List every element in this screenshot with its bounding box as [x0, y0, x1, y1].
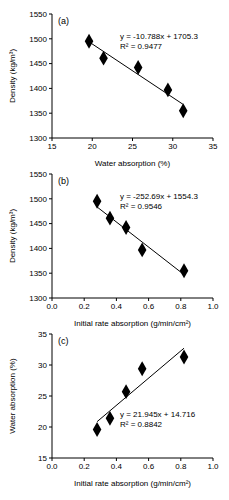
- html-text:(a): (a): [58, 16, 69, 26]
- svg-text:Density (kg/m³): Density (kg/m³): [8, 209, 17, 264]
- svg-text:25: 25: [38, 392, 47, 401]
- svg-text:0.4: 0.4: [111, 302, 123, 311]
- svg-text:20: 20: [38, 423, 47, 432]
- svg-text:Water absorption (%): Water absorption (%): [95, 159, 171, 168]
- html-text:R² = 0.9477: R² = 0.9477: [120, 42, 162, 51]
- svg-text:1350: 1350: [29, 109, 47, 118]
- svg-text:1450: 1450: [29, 219, 47, 228]
- svg-text:15: 15: [38, 454, 47, 463]
- svg-text:0.8: 0.8: [175, 462, 187, 471]
- svg-text:25: 25: [128, 142, 137, 151]
- svg-text:1450: 1450: [29, 59, 47, 68]
- svg-text:0.0: 0.0: [46, 302, 58, 311]
- svg-text:1500: 1500: [29, 35, 47, 44]
- svg-text:30: 30: [168, 142, 177, 151]
- html-text:R² = 0.8842: R² = 0.8842: [120, 420, 162, 429]
- svg-text:35: 35: [38, 330, 47, 339]
- html-text:y = -252.69x + 1554.3: y = -252.69x + 1554.3: [120, 192, 198, 201]
- svg-text:1400: 1400: [29, 244, 47, 253]
- svg-text:1500: 1500: [29, 195, 47, 204]
- html-text:R² = 0.9546: R² = 0.9546: [120, 202, 162, 211]
- svg-text:15: 15: [48, 142, 57, 151]
- svg-text:1400: 1400: [29, 84, 47, 93]
- svg-text:1300: 1300: [29, 134, 47, 143]
- svg-text:0.2: 0.2: [79, 462, 91, 471]
- svg-text:0.8: 0.8: [175, 302, 187, 311]
- svg-text:0.6: 0.6: [143, 302, 155, 311]
- svg-text:0.4: 0.4: [111, 462, 123, 471]
- svg-text:1.0: 1.0: [207, 302, 219, 311]
- html-text:y = -10.788x + 1705.3: y = -10.788x + 1705.3: [120, 32, 198, 41]
- svg-text:35: 35: [209, 142, 218, 151]
- html-text:(c): (c): [58, 336, 69, 346]
- svg-text:Water absorption (%): Water absorption (%): [8, 358, 17, 434]
- html-text:(b): (b): [58, 176, 69, 186]
- svg-text:Initial rate absorption (g/min: Initial rate absorption (g/min/cm²): [74, 479, 191, 488]
- svg-text:0.2: 0.2: [79, 302, 91, 311]
- svg-text:20: 20: [88, 142, 97, 151]
- svg-text:1.0: 1.0: [207, 462, 219, 471]
- svg-text:1300: 1300: [29, 294, 47, 303]
- svg-text:0.6: 0.6: [143, 462, 155, 471]
- svg-text:0.0: 0.0: [46, 462, 58, 471]
- html-text:y = 21.945x + 14.716: y = 21.945x + 14.716: [120, 410, 196, 419]
- svg-text:Initial rate absorption (g/min: Initial rate absorption (g/min/cm²): [74, 319, 191, 328]
- svg-text:Density (kg/m³): Density (kg/m³): [8, 49, 17, 104]
- svg-text:1550: 1550: [29, 10, 47, 19]
- svg-text:1350: 1350: [29, 269, 47, 278]
- svg-text:30: 30: [38, 361, 47, 370]
- svg-text:1550: 1550: [29, 170, 47, 179]
